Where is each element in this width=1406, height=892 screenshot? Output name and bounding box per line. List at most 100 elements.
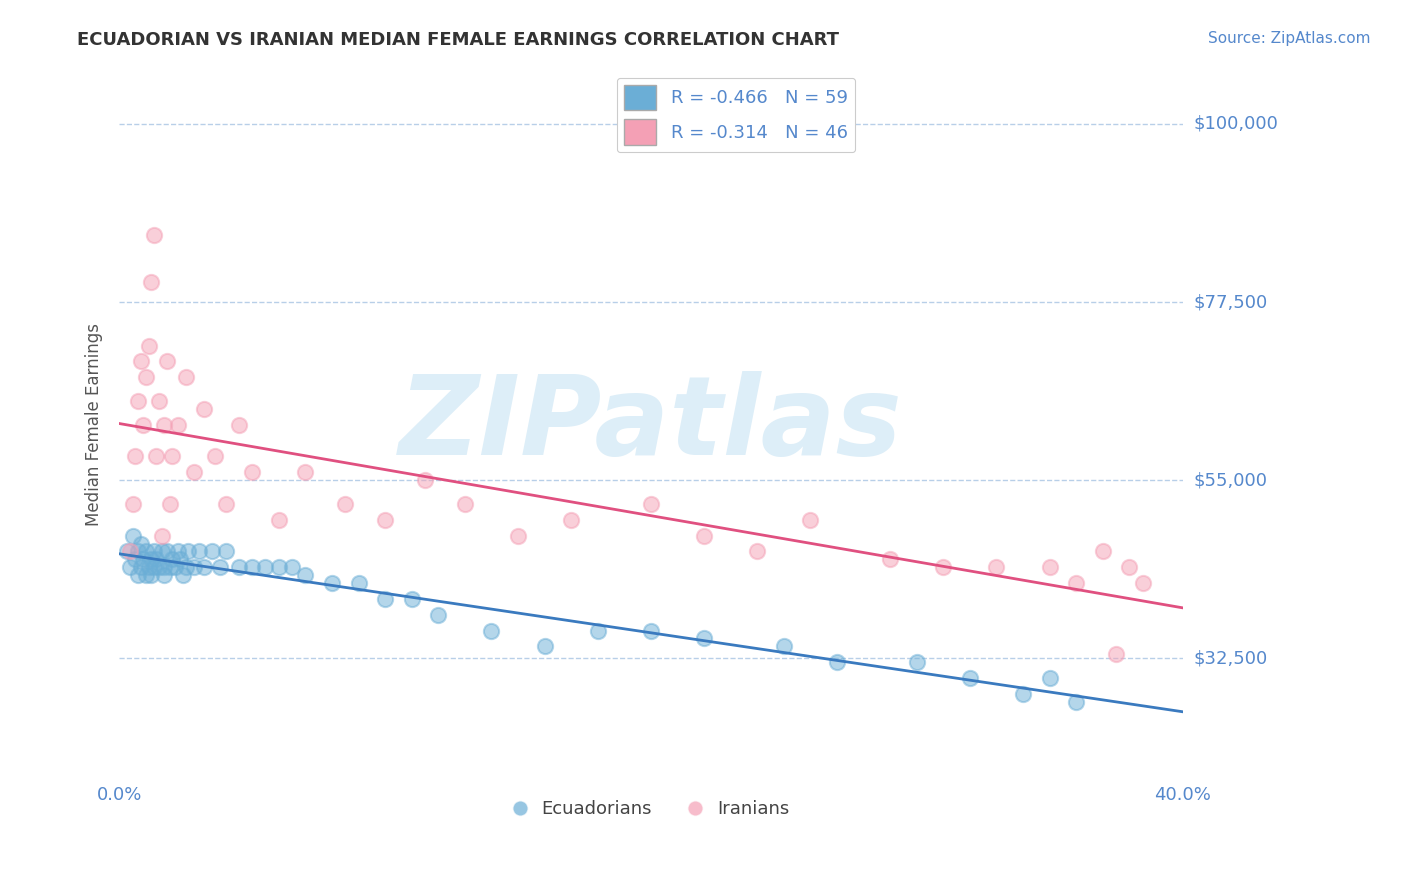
- Iranians: [214, 497, 236, 511]
- Ecuadorians: [228, 560, 250, 574]
- Ecuadorians: [640, 624, 662, 638]
- Iranians: [121, 497, 143, 511]
- Iranians: [1064, 576, 1087, 591]
- Legend: Ecuadorians, Iranians: Ecuadorians, Iranians: [505, 793, 796, 825]
- Iranians: [148, 394, 170, 409]
- Ecuadorians: [169, 552, 191, 566]
- Ecuadorians: [145, 552, 167, 566]
- Iranians: [166, 417, 188, 432]
- Iranians: [240, 465, 263, 479]
- Iranians: [1118, 560, 1140, 574]
- Ecuadorians: [142, 544, 165, 558]
- Ecuadorians: [117, 544, 139, 558]
- Iranians: [129, 354, 152, 368]
- Text: $77,500: $77,500: [1194, 293, 1268, 311]
- Ecuadorians: [150, 544, 173, 558]
- Ecuadorians: [401, 591, 423, 606]
- Ecuadorians: [294, 568, 316, 582]
- Iranians: [799, 513, 821, 527]
- Iranians: [986, 560, 1008, 574]
- Ecuadorians: [481, 624, 503, 638]
- Iranians: [153, 417, 176, 432]
- Iranians: [138, 338, 160, 352]
- Ecuadorians: [153, 560, 176, 574]
- Ecuadorians: [172, 568, 194, 582]
- Ecuadorians: [959, 671, 981, 685]
- Iranians: [413, 473, 436, 487]
- Ecuadorians: [183, 560, 205, 574]
- Iranians: [127, 394, 149, 409]
- Ecuadorians: [148, 560, 170, 574]
- Iranians: [335, 497, 357, 511]
- Ecuadorians: [267, 560, 290, 574]
- Ecuadorians: [240, 560, 263, 574]
- Ecuadorians: [905, 655, 928, 669]
- Iranians: [132, 417, 155, 432]
- Ecuadorians: [586, 624, 609, 638]
- Iranians: [142, 227, 165, 242]
- Ecuadorians: [1012, 687, 1035, 701]
- Ecuadorians: [214, 544, 236, 558]
- Iranians: [156, 354, 179, 368]
- Ecuadorians: [281, 560, 304, 574]
- Ecuadorians: [533, 640, 555, 654]
- Iranians: [118, 544, 141, 558]
- Ecuadorians: [825, 655, 848, 669]
- Ecuadorians: [174, 560, 197, 574]
- Iranians: [150, 528, 173, 542]
- Ecuadorians: [1039, 671, 1062, 685]
- Iranians: [141, 275, 163, 289]
- Ecuadorians: [188, 544, 211, 558]
- Iranians: [1091, 544, 1114, 558]
- Text: $100,000: $100,000: [1194, 115, 1278, 133]
- Iranians: [747, 544, 769, 558]
- Iranians: [932, 560, 955, 574]
- Iranians: [693, 528, 716, 542]
- Ecuadorians: [141, 568, 163, 582]
- Iranians: [162, 450, 184, 464]
- Ecuadorians: [193, 560, 215, 574]
- Iranians: [506, 528, 529, 542]
- Ecuadorians: [129, 536, 152, 550]
- Y-axis label: Median Female Earnings: Median Female Earnings: [86, 323, 103, 526]
- Iranians: [267, 513, 290, 527]
- Iranians: [1132, 576, 1154, 591]
- Text: $55,000: $55,000: [1194, 471, 1268, 489]
- Ecuadorians: [159, 560, 181, 574]
- Ecuadorians: [1064, 695, 1087, 709]
- Iranians: [135, 370, 157, 384]
- Ecuadorians: [121, 528, 143, 542]
- Ecuadorians: [201, 544, 224, 558]
- Ecuadorians: [162, 552, 184, 566]
- Iranians: [879, 552, 901, 566]
- Iranians: [174, 370, 197, 384]
- Ecuadorians: [138, 560, 160, 574]
- Text: ECUADORIAN VS IRANIAN MEDIAN FEMALE EARNINGS CORRELATION CHART: ECUADORIAN VS IRANIAN MEDIAN FEMALE EARN…: [77, 31, 839, 49]
- Ecuadorians: [693, 632, 716, 646]
- Ecuadorians: [427, 607, 450, 622]
- Ecuadorians: [321, 576, 343, 591]
- Ecuadorians: [141, 552, 163, 566]
- Ecuadorians: [153, 568, 176, 582]
- Iranians: [228, 417, 250, 432]
- Iranians: [454, 497, 477, 511]
- Iranians: [193, 401, 215, 416]
- Iranians: [204, 450, 226, 464]
- Ecuadorians: [177, 544, 200, 558]
- Ecuadorians: [118, 560, 141, 574]
- Ecuadorians: [124, 552, 146, 566]
- Ecuadorians: [127, 568, 149, 582]
- Iranians: [1105, 648, 1128, 662]
- Ecuadorians: [374, 591, 396, 606]
- Text: ZIPatlas: ZIPatlas: [399, 371, 903, 478]
- Ecuadorians: [135, 568, 157, 582]
- Ecuadorians: [772, 640, 794, 654]
- Ecuadorians: [129, 560, 152, 574]
- Ecuadorians: [347, 576, 370, 591]
- Ecuadorians: [142, 560, 165, 574]
- Iranians: [183, 465, 205, 479]
- Iranians: [1039, 560, 1062, 574]
- Iranians: [145, 450, 167, 464]
- Iranians: [124, 450, 146, 464]
- Ecuadorians: [127, 544, 149, 558]
